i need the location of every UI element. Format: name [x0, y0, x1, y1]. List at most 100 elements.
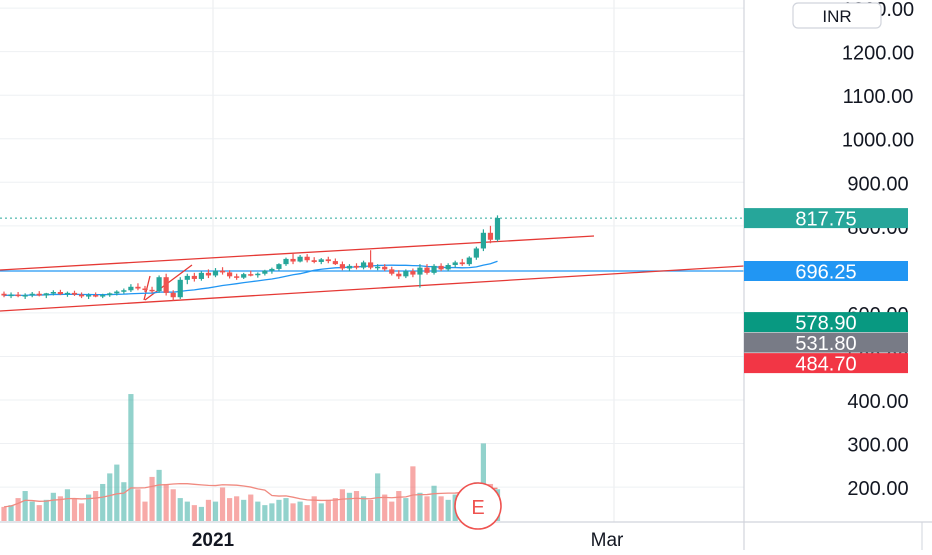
- volume-bar: [262, 505, 268, 521]
- candle: [311, 257, 317, 264]
- candle-body: [382, 266, 388, 270]
- y-tick-label: 1000.00: [842, 130, 914, 152]
- candle: [452, 260, 458, 268]
- y-tick-label: 400.00: [847, 391, 908, 413]
- candle-body: [403, 271, 409, 277]
- volume-bar: [283, 498, 289, 521]
- candle-body: [100, 295, 106, 297]
- candle: [191, 272, 197, 282]
- candle: [57, 289, 63, 296]
- candle: [494, 215, 501, 242]
- candle: [403, 269, 409, 279]
- candle-body: [64, 292, 71, 295]
- volume-bar: [29, 501, 35, 521]
- candle-body: [353, 265, 360, 268]
- candle-body: [71, 292, 78, 295]
- candle: [149, 286, 155, 293]
- volume-bar: [368, 499, 374, 521]
- candle: [71, 290, 78, 296]
- candle: [22, 293, 28, 299]
- volume-bar: [276, 499, 282, 521]
- volume-bar: [269, 503, 275, 521]
- candle: [198, 271, 204, 281]
- currency-button[interactable]: INR: [792, 2, 882, 29]
- candle-body: [283, 258, 289, 265]
- volume-bar: [325, 499, 331, 521]
- volume-bar: [163, 483, 169, 521]
- volume-bar: [227, 498, 233, 521]
- candle: [29, 292, 35, 298]
- currency-button-frame[interactable]: [792, 2, 882, 29]
- pattern-line[interactable]: [143, 275, 151, 301]
- volume-bar: [219, 487, 226, 521]
- price-label: 484.70: [744, 353, 908, 376]
- earnings-marker-circle[interactable]: [454, 482, 502, 530]
- candle: [304, 254, 310, 263]
- candle: [283, 257, 289, 266]
- price-label-box: [744, 208, 908, 229]
- candle-body: [121, 290, 127, 292]
- candle: [64, 291, 71, 297]
- channel-upper-line[interactable]: [0, 235, 595, 271]
- candle-body: [22, 295, 28, 297]
- price-label-text: 578.90: [795, 313, 856, 335]
- volume-bar: [360, 496, 367, 521]
- volume-bar: [410, 466, 416, 521]
- candle-body: [375, 266, 381, 269]
- volume-bar: [8, 505, 14, 521]
- volume-bar: [86, 494, 92, 521]
- volume-bar: [248, 494, 254, 521]
- volume-bar: [184, 501, 190, 521]
- candle-body: [368, 262, 374, 268]
- volume-bar: [445, 499, 451, 521]
- price-label-box: [744, 312, 908, 333]
- price-label: 696.25: [744, 261, 908, 284]
- price-moving-average: [3, 260, 498, 297]
- y-tick-label: 300.00: [847, 435, 908, 457]
- candle-body: [156, 277, 162, 292]
- volume-bar: [353, 491, 360, 521]
- candle-body: [234, 276, 240, 278]
- volume-bar: [128, 394, 134, 521]
- candle-body: [325, 259, 331, 262]
- candle-body: [114, 291, 120, 294]
- candle-body: [205, 272, 212, 276]
- volume-bar: [135, 489, 141, 521]
- y-tick-label: 900.00: [847, 173, 908, 195]
- candle-body: [184, 275, 190, 280]
- volume-bar: [114, 464, 120, 521]
- candle: [396, 270, 402, 279]
- channel-lower-line[interactable]: [0, 265, 745, 312]
- candle-body: [466, 257, 472, 265]
- candle: [480, 229, 486, 252]
- candle-body: [50, 292, 56, 294]
- earnings-marker[interactable]: E: [454, 482, 502, 530]
- candle: [227, 270, 233, 279]
- candle: [86, 293, 92, 299]
- candle-body: [142, 288, 148, 291]
- candle: [15, 292, 21, 298]
- volume-bar: [205, 499, 212, 521]
- candle-body: [480, 232, 486, 249]
- candle-body: [276, 264, 282, 269]
- candle-body: [410, 271, 416, 275]
- candle: [262, 269, 268, 276]
- candle: [445, 263, 451, 272]
- candle-body: [227, 272, 233, 277]
- candle: [234, 273, 240, 280]
- candle-body: [107, 293, 113, 296]
- candle-body: [424, 267, 430, 273]
- candle: [163, 273, 169, 296]
- volume-bar: [424, 496, 430, 521]
- candle-body: [297, 256, 303, 262]
- candle-body: [149, 289, 155, 292]
- volume-bar: [431, 485, 437, 521]
- volume-bar: [339, 489, 345, 521]
- candle: [248, 270, 254, 277]
- candle: [114, 290, 120, 296]
- candle: [93, 292, 99, 298]
- volume-bar: [396, 491, 402, 521]
- volume-bar: [297, 501, 303, 521]
